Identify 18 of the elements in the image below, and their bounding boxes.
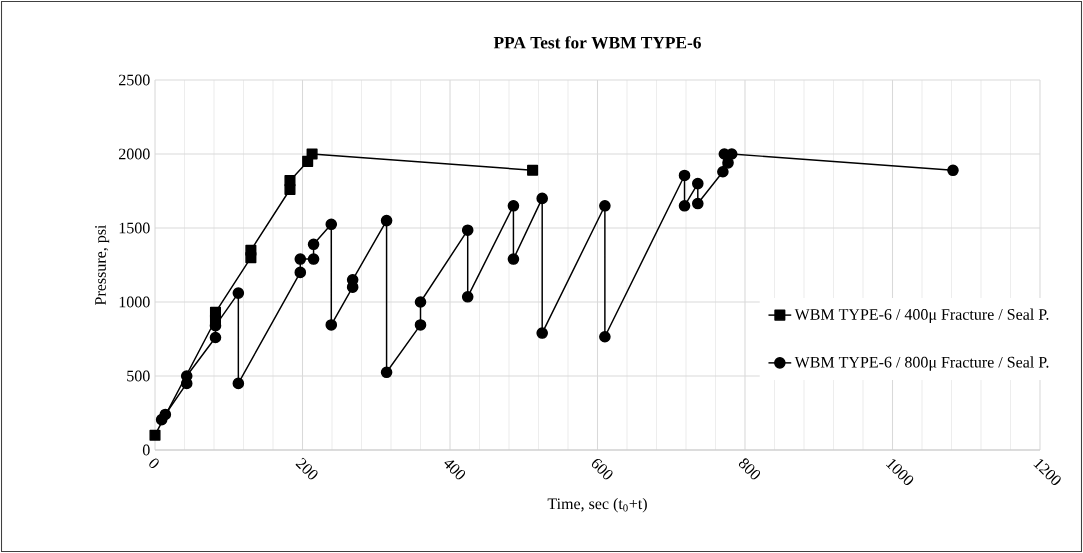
y-tick-label: 0 xyxy=(142,444,150,456)
y-tick-label: 2000 xyxy=(119,148,150,160)
x-tick-label: 0 xyxy=(149,458,159,469)
legend-label: WBM TYPE-6 / 400μ Fracture / Seal P. xyxy=(794,308,1049,324)
x-tick-label: 800 xyxy=(738,458,761,480)
x-axis-title: Time, sec (t$_{0}$+t) xyxy=(547,497,647,513)
y-tick-label: 1500 xyxy=(119,222,150,234)
y-tick-label: 2500 xyxy=(119,74,150,86)
x-tick-label: 200 xyxy=(295,457,318,480)
x-tick-label: 400 xyxy=(444,460,466,480)
x-tick-label: 1000 xyxy=(885,458,914,485)
chart-title: PPA Test for WBM TYPE-6 xyxy=(493,36,701,49)
x-tick-label: 600 xyxy=(591,458,613,480)
x-tick-label: 1200 xyxy=(1033,458,1061,485)
y-tick-label: 500 xyxy=(127,370,150,382)
y-axis-title: Pressure, psi xyxy=(95,224,110,305)
y-tick-label: 1000 xyxy=(119,296,150,308)
legend-label: WBM TYPE-6 / 800μ Fracture / Seal P. xyxy=(794,356,1049,371)
